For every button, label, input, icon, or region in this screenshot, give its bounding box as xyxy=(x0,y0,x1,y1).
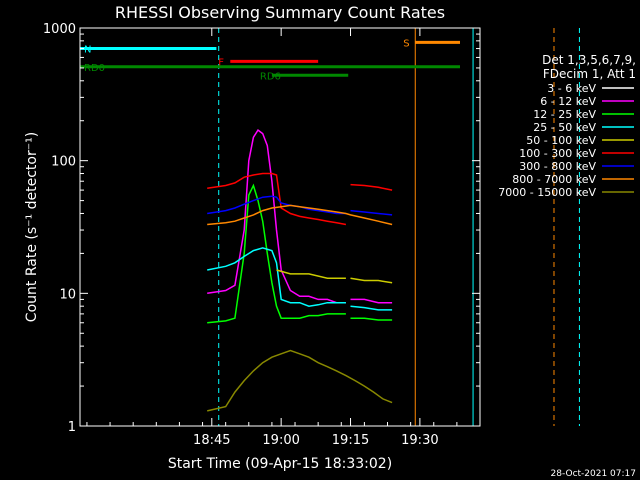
legend-entry-label: 300 - 800 keV xyxy=(519,160,596,173)
series-line-5 xyxy=(207,172,347,226)
x-axis-label: Start Time (09-Apr-15 18:33:02) xyxy=(168,456,392,472)
flag-label-n: N xyxy=(84,45,91,56)
x-tick-label: 19:15 xyxy=(332,433,369,448)
legend-entry-label: 50 - 100 keV xyxy=(526,134,596,147)
legend: Det 1,3,5,6,7,9, FDecim 1, Att 1 3 - 6 k… xyxy=(498,53,636,199)
series-line-3 xyxy=(350,305,393,311)
flag-label-rd6: RD6 xyxy=(260,71,281,82)
flag-label-s: S xyxy=(403,38,409,49)
legend-header-line: FDecim 1, Att 1 xyxy=(543,67,636,81)
timestamp: 28-Oct-2021 07:17 xyxy=(551,469,636,479)
legend-entry-label: 25 - 50 keV xyxy=(533,121,596,134)
series-line-6 xyxy=(207,195,346,215)
series-line-4 xyxy=(276,269,346,279)
y-tick-label: 1 xyxy=(68,420,76,435)
y-axis-label: Count Rate (s⁻¹ detector⁻¹) xyxy=(24,132,40,322)
legend-entry-label: 100 - 300 keV xyxy=(519,147,596,160)
series-line-2 xyxy=(350,317,393,321)
series-line-6 xyxy=(350,209,393,216)
legend-entry-label: 6 - 12 keV xyxy=(540,95,596,108)
y-tick-label: 10 xyxy=(59,287,76,302)
legend-entry-label: 3 - 6 keV xyxy=(547,82,596,95)
series-line-8 xyxy=(207,349,393,412)
series-line-5 xyxy=(350,183,393,191)
series-line-7 xyxy=(207,204,393,226)
x-tick-label: 19:00 xyxy=(262,433,299,448)
series-line-3 xyxy=(207,247,346,307)
legend-entry-label: 12 - 25 keV xyxy=(533,108,596,121)
x-tick-label: 18:45 xyxy=(193,433,230,448)
y-tick-label: 100 xyxy=(51,155,76,170)
series-line-4 xyxy=(350,277,393,284)
chart-title: RHESSI Observing Summary Count Rates xyxy=(115,3,445,22)
legend-header-line: Det 1,3,5,6,7,9, xyxy=(542,53,636,67)
legend-entry-label: 7000 - 15000 keV xyxy=(498,186,596,199)
series-line-1 xyxy=(207,129,346,304)
legend-entry-label: 800 - 7000 keV xyxy=(512,173,596,186)
plot-frame xyxy=(79,27,481,427)
flag-label-f: F xyxy=(218,57,224,68)
flag-label-rd0: RD0 xyxy=(84,63,105,74)
x-tick-label: 19:30 xyxy=(401,433,438,448)
y-tick-label: 1000 xyxy=(43,22,76,37)
series-line-0 xyxy=(350,287,393,292)
series-line-1 xyxy=(350,298,393,304)
series-line-2 xyxy=(207,183,346,324)
